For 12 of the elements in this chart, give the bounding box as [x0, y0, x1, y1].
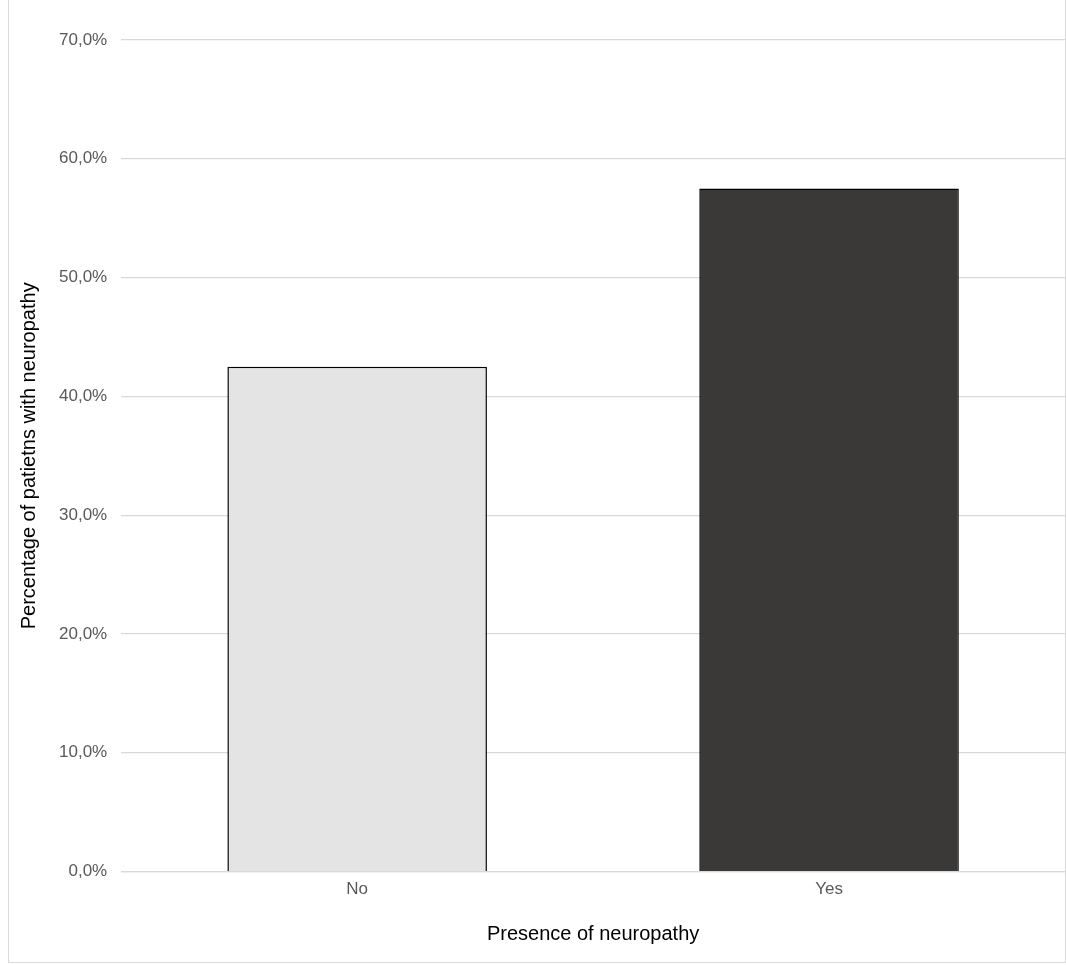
- y-tick-label: 10,0%: [59, 742, 108, 762]
- y-tick-label: 60,0%: [59, 148, 108, 168]
- y-axis-title: Percentage of patietns with neuropathy: [16, 282, 39, 630]
- y-tick-label: 30,0%: [59, 504, 108, 524]
- y-tick-label: 40,0%: [59, 386, 108, 406]
- y-tick-label: 70,0%: [59, 29, 108, 49]
- y-tick-label: 50,0%: [59, 267, 108, 287]
- y-tick-label: 0,0%: [68, 861, 108, 881]
- x-axis-title: Presence of neuropathy: [486, 921, 700, 944]
- x-tick-label: No: [346, 879, 369, 899]
- y-tick-label: 20,0%: [59, 623, 108, 643]
- x-tick-label: Yes: [815, 879, 843, 899]
